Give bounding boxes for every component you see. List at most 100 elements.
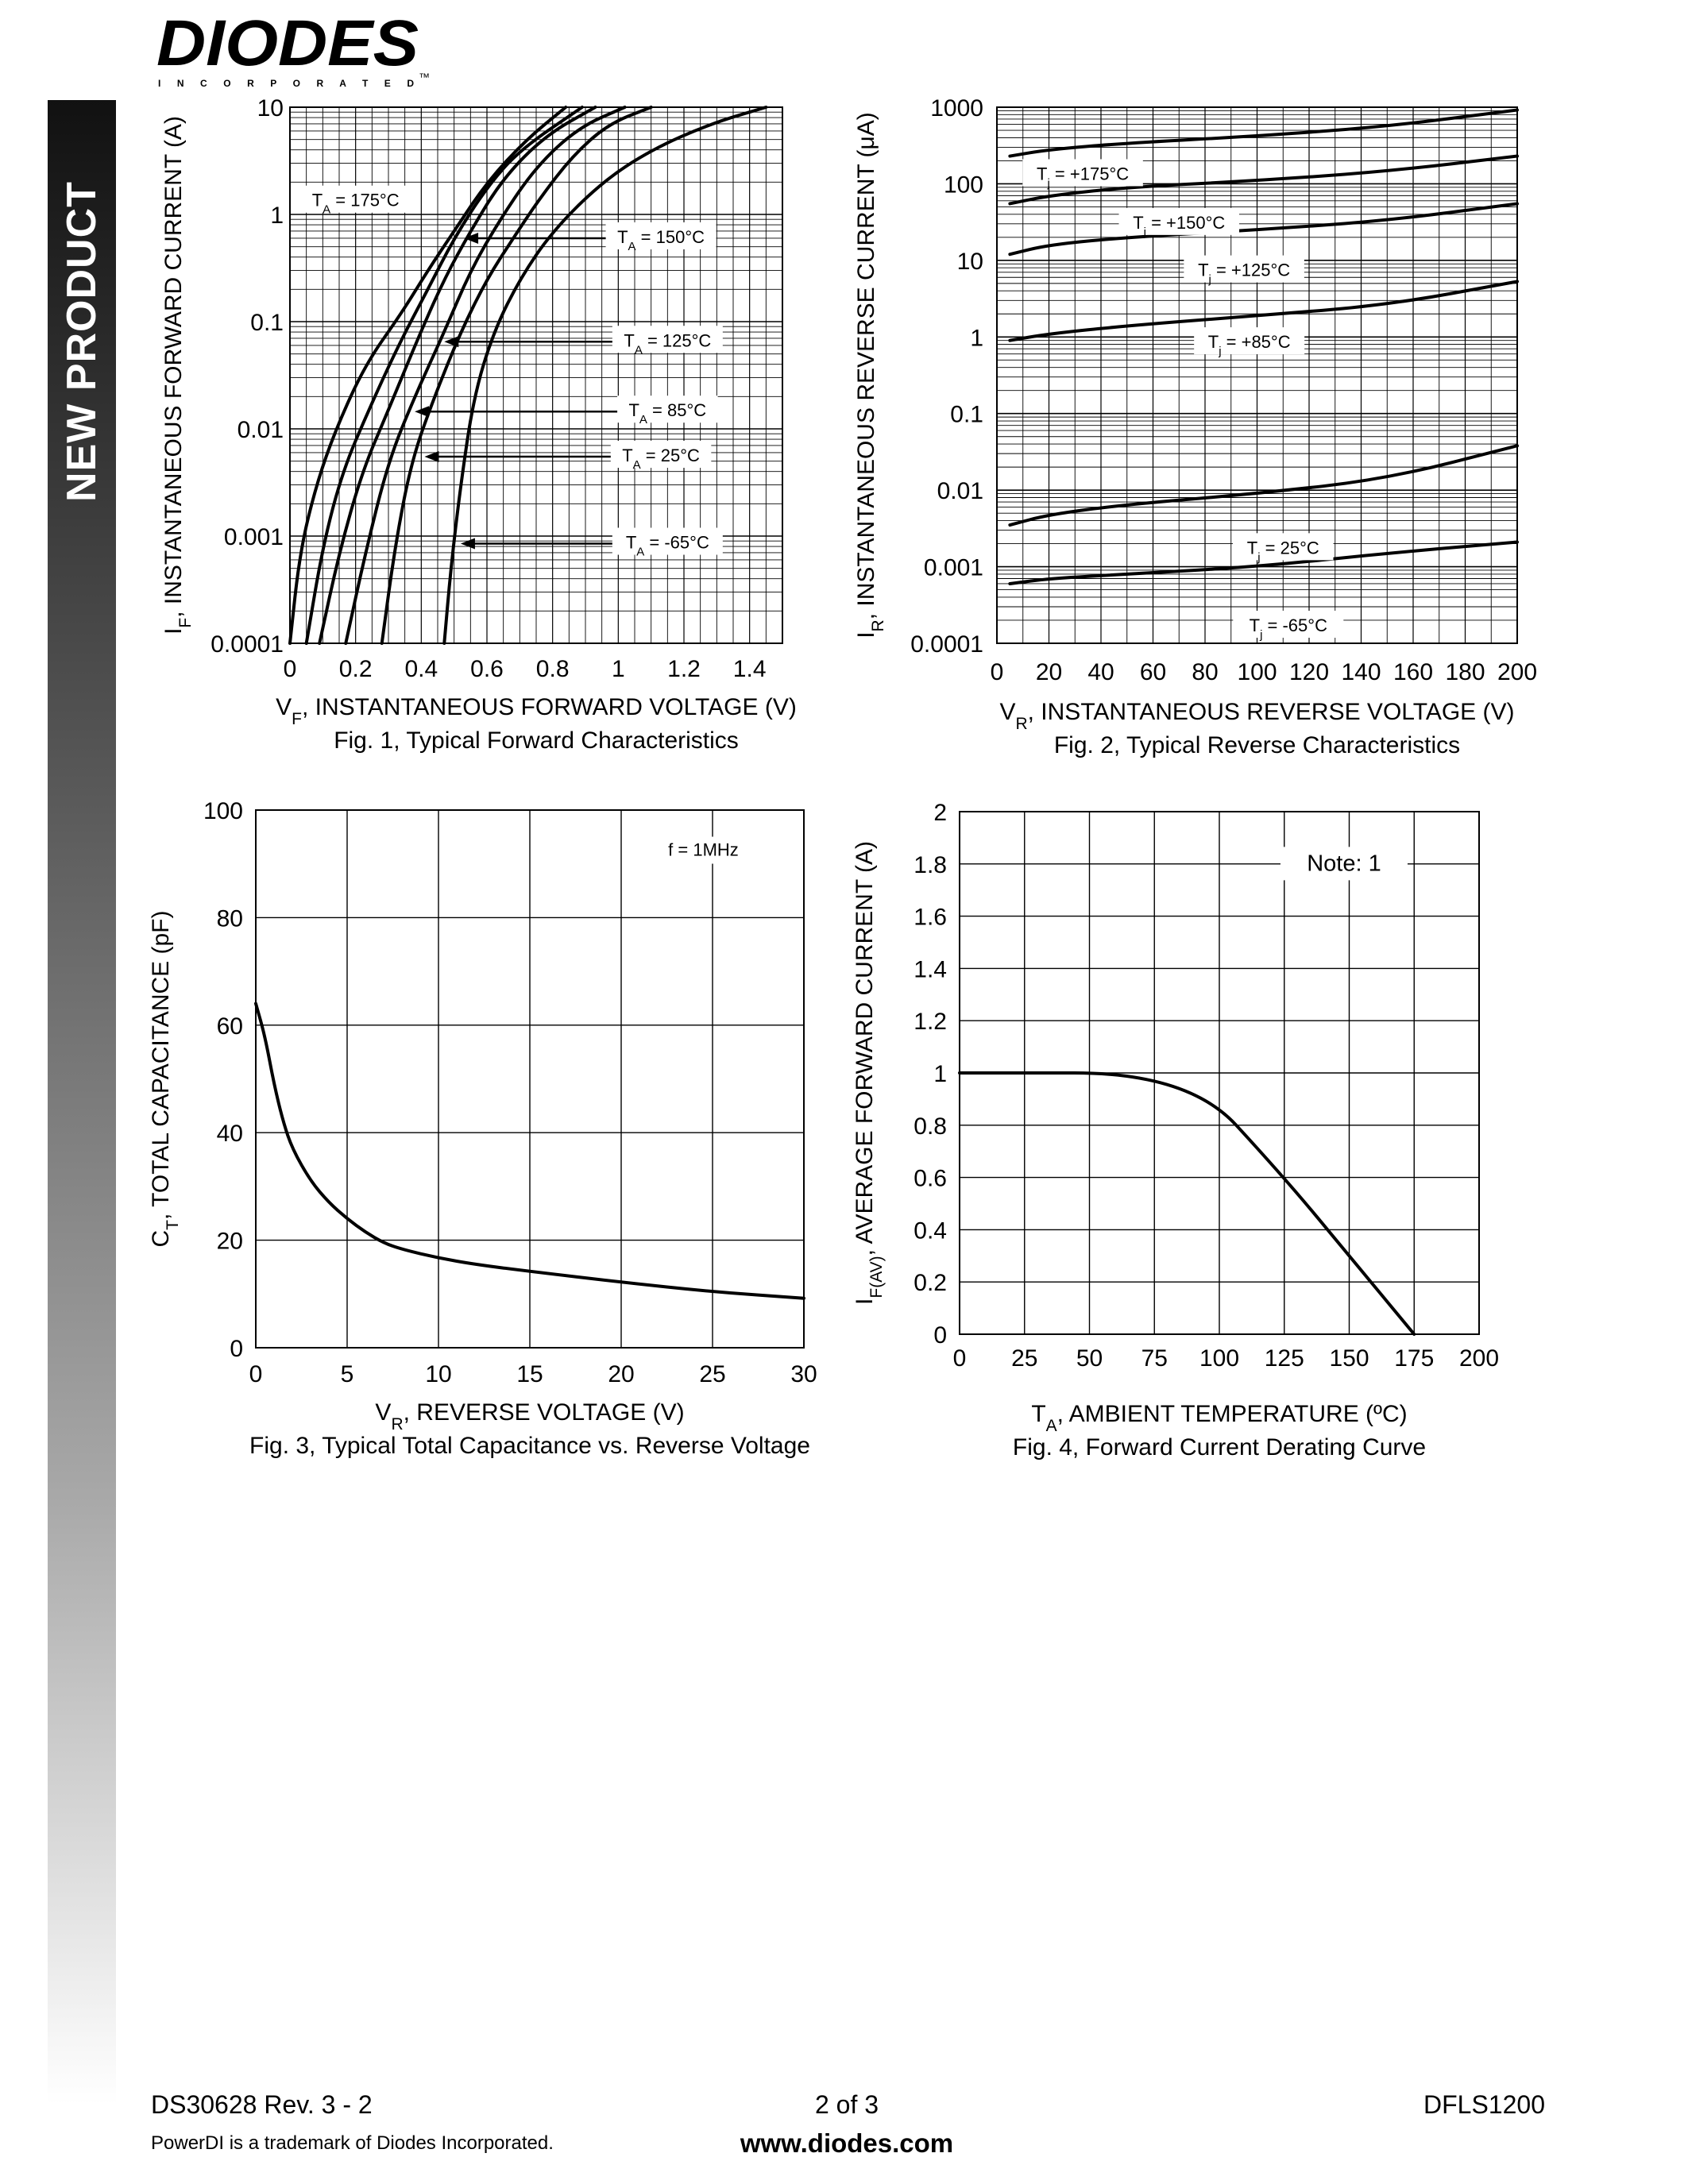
fig4-chart: 0 0.2 0.4 0.6 0.8 1 1.2 1.4 1.6 1.8 2 0 25 50 75 100 125… <box>852 800 1499 1461</box>
fig4-x-tick-label: 125 <box>1265 1345 1304 1372</box>
fig4-y-tick-label: 0.6 <box>914 1166 947 1192</box>
logo-wordmark: DIODES <box>156 11 419 79</box>
fig2-y-axis-title: IR, INSTANTANEOUS REVERSE CURRENT (μA) <box>853 112 887 639</box>
fig1-label-bg <box>612 326 723 353</box>
fig4-x-tick-label: 175 <box>1394 1345 1434 1372</box>
fig3-x-tick-label: 15 <box>516 1361 543 1387</box>
fig3-caption: Fig. 3, Typical Total Capacitance vs. Re… <box>249 1433 810 1459</box>
fig2-y-tick-label: 1 <box>970 325 983 351</box>
fig2-y-tick-label: 0.01 <box>937 478 983 504</box>
fig4-y-tick-label: 1.6 <box>914 905 947 931</box>
fig1-series-line-3 <box>318 106 597 645</box>
fig1-label-bg <box>300 185 411 213</box>
fig4-x-tick-label: 150 <box>1329 1345 1369 1372</box>
fig4-y-tick-label: 1.2 <box>914 1009 947 1035</box>
fig2-x-tick-label: 60 <box>1140 659 1166 685</box>
fig3-x-tick-label: 30 <box>790 1361 817 1387</box>
fig3-x-tick-label: 20 <box>608 1361 634 1387</box>
fig2-y-tick-label: 0.001 <box>924 555 983 581</box>
fig3-series-line-1 <box>254 1001 805 1300</box>
fig4-y-tick-label: 0 <box>933 1322 947 1349</box>
fig1-curve-label: TA = 25°C <box>424 441 712 472</box>
fig2-x-tick-label: 100 <box>1237 659 1277 685</box>
fig4-x-tick-label: 75 <box>1141 1345 1168 1372</box>
fig2-curve-label-text: Tj = +150°C <box>1133 213 1225 239</box>
fig2-chart: 1000 100 10 1 0.1 0.01 0.001 0.0001 0 20 40 60 80 100… <box>853 95 1537 758</box>
fig2-curve-label: Tj = +175°C <box>1022 159 1143 190</box>
fig1-arrow-head <box>464 232 479 244</box>
fig4-x-tick-label: 25 <box>1011 1345 1037 1372</box>
fig1-arrow-head <box>415 406 430 418</box>
fig3-chart: 0 20 40 60 80 100 0 5 10 15 20 25 30 CT, TOTAL CAPACI… <box>148 798 817 1459</box>
fig1-y-tick-label: 0.01 <box>238 417 284 443</box>
fig2-x-tick-label: 80 <box>1192 659 1218 685</box>
fig1-curve-label-text: TA = 175°C <box>312 191 400 217</box>
fig2-x-tick-label: 120 <box>1289 659 1329 685</box>
fig4-y-tick-label: 1 <box>933 1061 947 1087</box>
fig2-series-line-2 <box>1008 154 1519 206</box>
fig1-frame <box>289 106 783 644</box>
fig1-x-tick-label: 0.8 <box>536 656 570 682</box>
fig1-curve-label: TA = 125°C <box>444 326 723 357</box>
fig1-y-tick-label: 0.0001 <box>211 631 284 658</box>
fig1-series-line-5 <box>380 106 653 645</box>
footer-website-link[interactable]: www.diodes.com <box>740 2128 954 2158</box>
fig2-y-tick-label: 1000 <box>930 95 983 122</box>
fig1-y-tick-label: 0.1 <box>250 310 284 336</box>
fig4-y-tick-label: 0.8 <box>914 1113 947 1140</box>
fig2-x-tick-label: 140 <box>1341 659 1381 685</box>
fig4-y-tick-label: 1.4 <box>914 956 947 982</box>
fig1-y-tick-label: 10 <box>257 95 284 122</box>
fig2-x-tick-label: 180 <box>1445 659 1485 685</box>
fig1-label-bg <box>605 222 717 249</box>
fig4-y-tick-label: 2 <box>933 800 947 826</box>
sidebar-band <box>48 100 116 2105</box>
fig2-curve-label-text: Tj = -65°C <box>1250 615 1327 642</box>
fig2-label-bg <box>1194 327 1305 355</box>
fig1-curve-label-text: TA = 25°C <box>622 446 700 472</box>
fig2-curve-label: Tj = +125°C <box>1184 255 1304 286</box>
fig3-x-tick-label: 10 <box>425 1361 451 1387</box>
fig1-curve-label-text: TA = 85°C <box>628 400 706 426</box>
fig2-y-tick-label: 0.0001 <box>910 631 983 658</box>
fig2-series-line-1 <box>1008 108 1519 158</box>
fig2-series-line-3 <box>1008 202 1519 257</box>
fig2-y-tick-label: 100 <box>944 172 983 198</box>
footer-page-number: 2 of 3 <box>814 2090 879 2119</box>
fig2-curve-label: Tj = +150°C <box>1118 207 1239 239</box>
fig1-label-bg <box>612 527 723 555</box>
fig1-curve-label-text: TA = 125°C <box>624 330 711 357</box>
fig1-series-line-1 <box>288 106 568 645</box>
fig1-curve-label-text: TA = 150°C <box>617 227 705 253</box>
fig2-label-bg <box>1118 207 1239 235</box>
diodes-logo: DIODES ™ I N C O R P O R A T E D <box>156 11 430 89</box>
fig4-x-axis-title: TA, AMBIENT TEMPERATURE (ºC) <box>1031 1401 1407 1435</box>
fig4-y-tick-label: 0.2 <box>914 1270 947 1296</box>
fig3-y-tick-label: 80 <box>217 905 243 932</box>
fig1-curve-label: TA = 150°C <box>464 222 717 253</box>
fig3-y-tick-label: 20 <box>217 1229 243 1255</box>
fig2-x-tick-label: 40 <box>1087 659 1114 685</box>
fig4-x-tick-label: 200 <box>1459 1345 1499 1372</box>
fig3-x-axis-title: VR, REVERSE VOLTAGE (V) <box>375 1399 684 1433</box>
fig2-curve-label-text: Tj = +175°C <box>1037 164 1129 190</box>
logo-tm: ™ <box>419 71 430 83</box>
fig2-curve-label-text: Tj = +85°C <box>1208 332 1291 358</box>
fig2-label-bg <box>1022 159 1143 187</box>
fig1-x-tick-label: 0.6 <box>470 656 504 682</box>
fig4-x-tick-label: 50 <box>1076 1345 1103 1372</box>
fig2-label-bg <box>1233 533 1334 561</box>
fig2-y-tick-label: 0.1 <box>950 402 983 428</box>
fig3-grid <box>255 809 805 1349</box>
fig2-curve-label-text: Tj = 25°C <box>1247 538 1319 564</box>
fig2-frame <box>996 106 1518 644</box>
fig1-x-tick-label: 0 <box>284 656 297 682</box>
fig1-curve-label: TA = 175°C <box>300 185 411 217</box>
fig1-arrow-head <box>444 336 459 348</box>
fig1-arrow-head <box>424 451 439 463</box>
fig2-x-tick-label: 160 <box>1393 659 1433 685</box>
fig4-note: Note: 1 <box>1307 851 1381 876</box>
fig1-caption: Fig. 1, Typical Forward Characteristics <box>334 727 739 754</box>
fig1-y-axis-title: IF, INSTANTANEOUS FORWARD CURRENT (A) <box>160 116 195 635</box>
